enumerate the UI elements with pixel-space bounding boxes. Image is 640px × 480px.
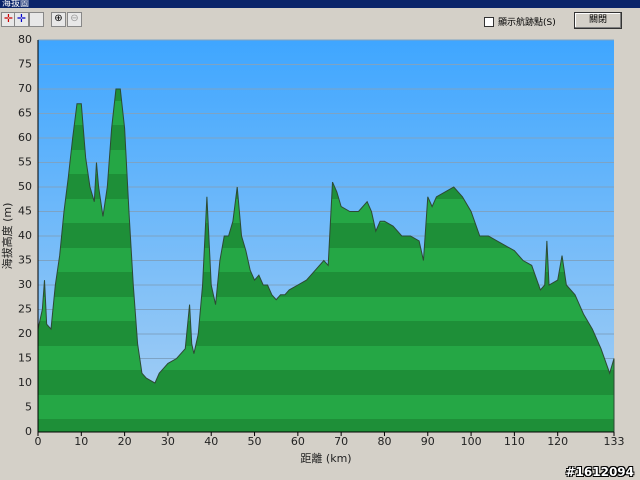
zoom-in[interactable]: ⊕ (51, 12, 66, 27)
checkbox[interactable]: 顯示航跡點(S) (484, 15, 556, 28)
x-tick-label: 20 (118, 435, 132, 448)
x-tick-label: 70 (334, 435, 348, 448)
y-tick-label: 70 (18, 82, 32, 95)
y-tick-label: 55 (18, 156, 32, 169)
y-tick-label: 80 (18, 33, 32, 46)
zoom-out[interactable]: ⊖ (67, 12, 82, 27)
x-tick-label: 90 (421, 435, 435, 448)
tool-icon[interactable]: ✛ (14, 12, 29, 27)
y-tick-label: 30 (18, 278, 32, 291)
close-button[interactable]: 關閉 (574, 12, 622, 29)
y-tick-label: 65 (18, 107, 32, 120)
y-tick-label: 10 (18, 376, 32, 389)
y-tick-label: 45 (18, 205, 32, 218)
x-tick-label: 60 (291, 435, 305, 448)
x-tick-label: 40 (204, 435, 218, 448)
x-tick-label: 110 (504, 435, 525, 448)
y-tick-label: 5 (25, 401, 32, 414)
y-tick-label: 25 (18, 303, 32, 316)
toolbar: ✛ ✛ ⊕ ⊖ 顯示航跡點(S) 關閉 (0, 8, 640, 33)
chart: 海拔高度 (m) 距離 (km) 0 5 10 15 20 25 30 35 40 45 50 55 6… (0, 32, 640, 480)
y-tick-label: 35 (18, 254, 32, 267)
x-tick-label: 120 (547, 435, 568, 448)
y-tick-label: 0 (25, 425, 32, 438)
y-tick-label: 15 (18, 352, 32, 365)
x-tick-label: 30 (161, 435, 175, 448)
y-tick-label: 60 (18, 131, 32, 144)
x-tick-label: 100 (461, 435, 482, 448)
title-bar: 海拔圖 (0, 0, 640, 9)
y-axis-label: 海拔高度 (m) (0, 203, 14, 270)
x-axis-label: 距離 (km) (300, 451, 351, 465)
y-tick-label: 20 (18, 327, 32, 340)
y-tick-label: 50 (18, 180, 32, 193)
y-tick-label: 75 (18, 58, 32, 71)
x-tick-label: 10 (74, 435, 88, 448)
x-tick-label: 80 (377, 435, 391, 448)
tool-icon[interactable] (29, 12, 44, 27)
watermark: #1612094 (565, 465, 634, 479)
x-tick-label: 50 (248, 435, 262, 448)
y-tick-label: 40 (18, 229, 32, 242)
x-tick-label: 133 (604, 435, 625, 448)
elevation-area (37, 88, 615, 433)
x-tick-label: 0 (35, 435, 42, 448)
checkbox-label: 顯示航跡點(S) (498, 18, 556, 28)
